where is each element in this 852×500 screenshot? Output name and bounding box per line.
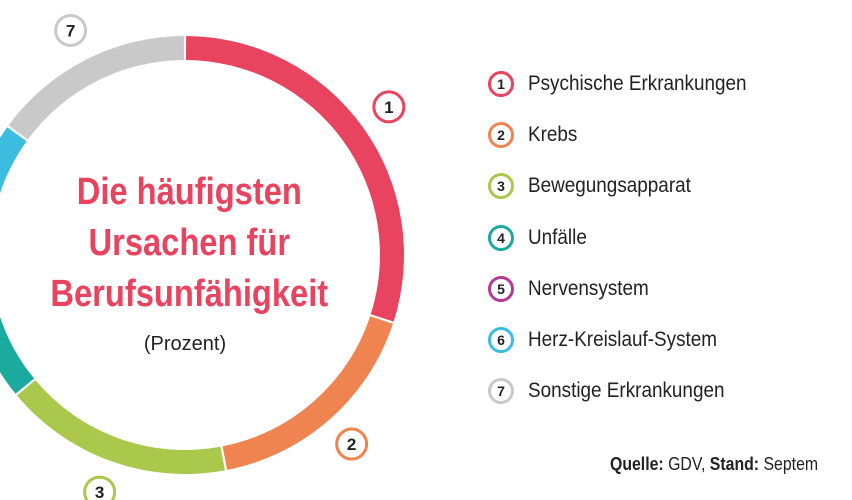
legend-label: Herz-Kreislauf-System — [528, 328, 718, 352]
source-label: Quelle: — [610, 454, 664, 474]
status-value: Septem — [763, 454, 819, 474]
legend-number-badge: 6 — [488, 327, 514, 354]
source-value: GDV, — [668, 454, 706, 474]
legend-number-badge: 7 — [488, 378, 514, 405]
chart-subtitle: (Prozent) — [143, 333, 227, 355]
legend-number-badge: 4 — [488, 224, 514, 251]
donut-segment-7 — [8, 36, 184, 140]
legend-number-badge: 2 — [488, 121, 514, 148]
slice-number-badge-3: 3 — [83, 475, 117, 500]
slice-number-text: 7 — [66, 21, 75, 40]
legend-label: Psychische Erkrankungen — [528, 71, 747, 95]
legend: 1 Psychische Erkrankungen 2 Krebs 3 Bewe… — [488, 58, 771, 417]
slice-number-text: 1 — [384, 98, 393, 117]
legend-item: 4 Unfälle — [488, 212, 771, 263]
legend-item: 7 Sonstige Erkrankungen — [488, 366, 771, 417]
legend-item: 6 Herz-Kreislauf-System — [488, 314, 771, 365]
donut-segment-4 — [0, 316, 35, 394]
legend-label: Bewegungsapparat — [528, 174, 691, 198]
chart-title-line-1: Die häufigsten — [76, 171, 302, 213]
legend-label: Nervensystem — [528, 276, 649, 300]
chart-title-line-3: Berufsunfähigkeit — [50, 273, 329, 315]
slice-number-badge-1: 1 — [372, 90, 406, 124]
slice-number-text: 3 — [95, 483, 104, 500]
donut-segment-1 — [186, 36, 405, 322]
legend-label: Krebs — [528, 122, 578, 146]
legend-item: 5 Nervensystem — [488, 263, 771, 314]
legend-number-badge: 3 — [488, 173, 514, 200]
legend-number-badge: 5 — [488, 275, 514, 302]
legend-item: 3 Bewegungsapparat — [488, 161, 771, 212]
chart-title-line-2: Ursachen für — [88, 222, 291, 264]
legend-label: Sonstige Erkrankungen — [528, 379, 725, 403]
donut-segment-2 — [222, 316, 393, 470]
donut-segment-6 — [0, 127, 27, 194]
legend-item: 1 Psychische Erkrankungen — [488, 58, 771, 109]
donut-segment-3 — [16, 380, 225, 474]
slice-number-badge-2: 2 — [335, 427, 369, 461]
slice-number-badge-7: 7 — [54, 13, 88, 47]
slice-number-text: 2 — [347, 435, 356, 454]
status-label: Stand: — [709, 454, 760, 474]
source-note: Quelle: GDV, Stand: Septem — [610, 454, 818, 475]
legend-item: 2 Krebs — [488, 109, 771, 160]
legend-label: Unfälle — [528, 225, 587, 249]
legend-number-badge: 1 — [488, 70, 514, 97]
